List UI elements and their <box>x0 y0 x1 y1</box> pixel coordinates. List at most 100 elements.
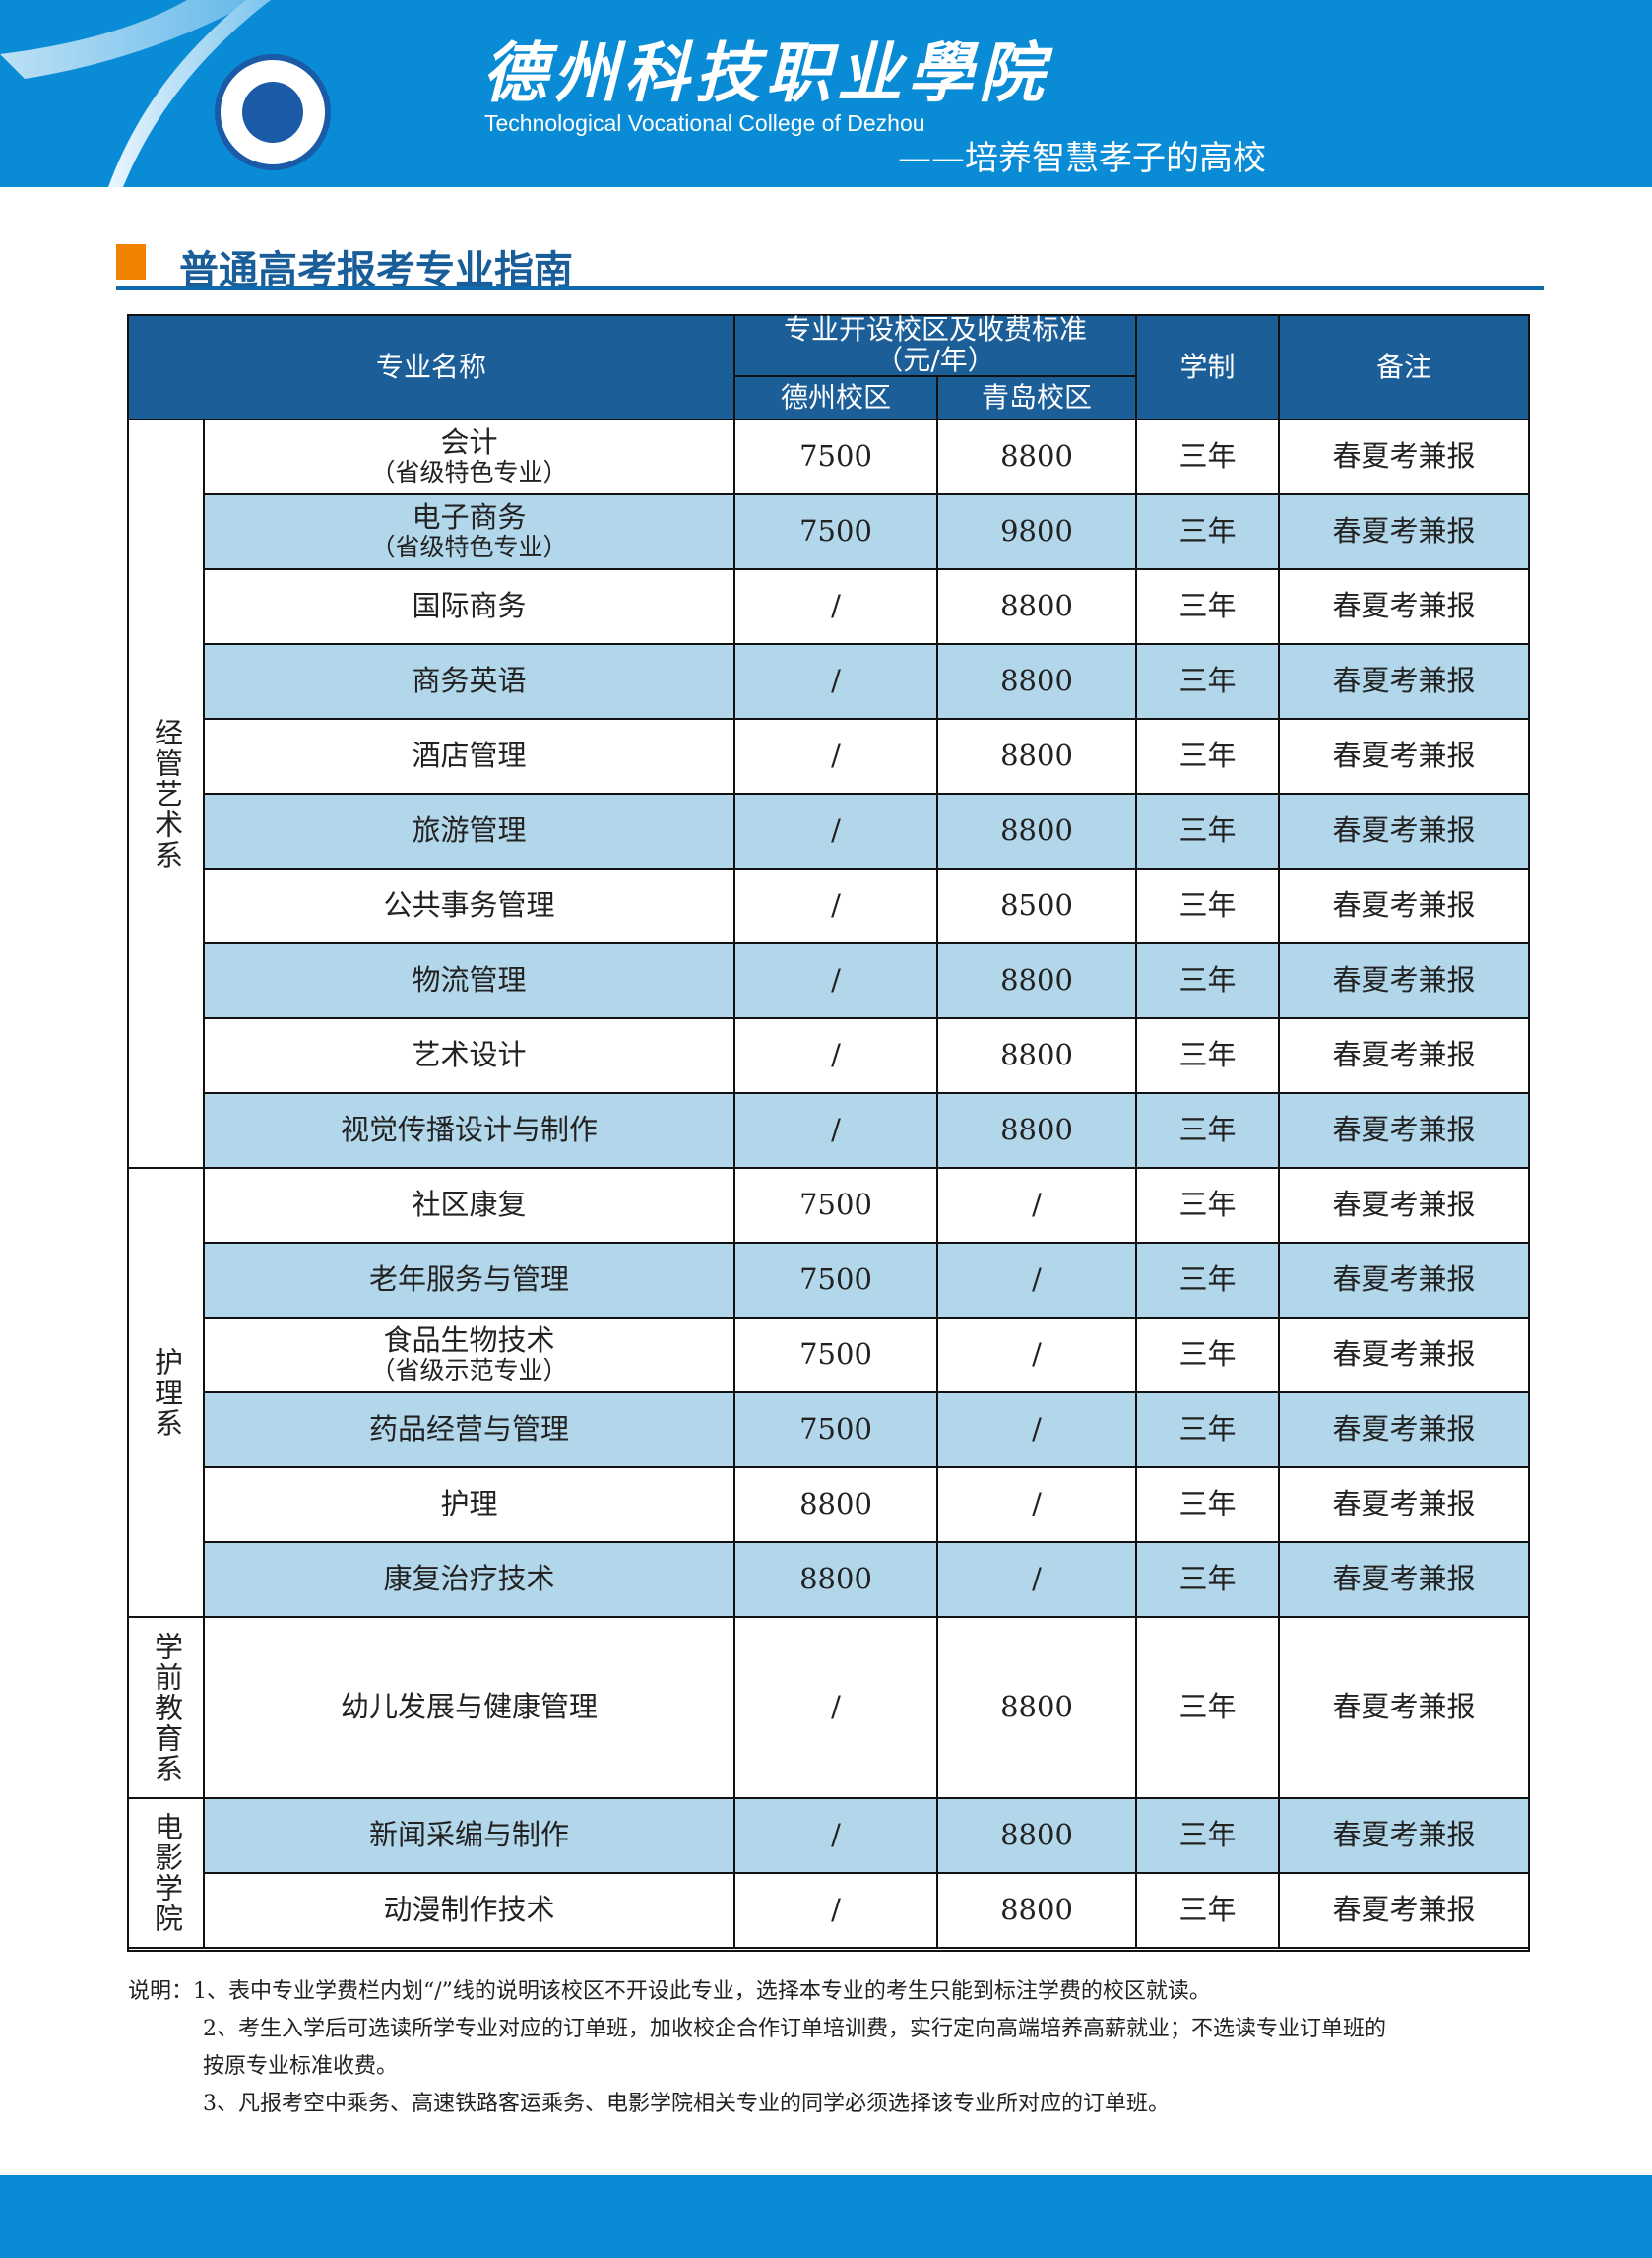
dezhou-fee: / <box>735 795 938 870</box>
page-header: 德州科技职业學院 Technological Vocational Colleg… <box>0 0 1652 187</box>
header-campus-fee: 专业开设校区及收费标准（元/年） <box>735 313 1137 377</box>
duration: 三年 <box>1137 720 1280 795</box>
remark: 春夏考兼报 <box>1280 1618 1528 1799</box>
major-note: （省级特色专业） <box>370 533 568 562</box>
remark: 春夏考兼报 <box>1280 495 1528 570</box>
header-duration: 学制 <box>1137 316 1280 420</box>
remark: 春夏考兼报 <box>1280 1244 1528 1319</box>
department-name: 经管艺术系 <box>129 420 205 1169</box>
dezhou-fee: / <box>735 570 938 645</box>
major-name: 会计 （省级特色专业） <box>205 420 735 495</box>
dezhou-fee: 7500 <box>735 1319 938 1393</box>
dezhou-fee: / <box>735 1799 938 1874</box>
major-label: 康复治疗技术 <box>383 1562 555 1596</box>
major-label: 社区康复 <box>412 1188 527 1222</box>
major-label: 食品生物技术 <box>383 1323 555 1358</box>
header-remarks: 备注 <box>1280 316 1528 420</box>
major-name: 视觉传播设计与制作 <box>205 1094 735 1169</box>
duration: 三年 <box>1137 1468 1280 1543</box>
duration: 三年 <box>1137 570 1280 645</box>
qingdao-fee: / <box>938 1169 1137 1244</box>
remark: 春夏考兼报 <box>1280 1319 1528 1393</box>
major-name: 社区康复 <box>205 1169 735 1244</box>
department-label: 经管艺术系 <box>150 717 184 871</box>
duration: 三年 <box>1137 645 1280 720</box>
department-label: 学前教育系 <box>150 1631 184 1784</box>
remark: 春夏考兼报 <box>1280 1874 1528 1949</box>
page-footer-band <box>0 2175 1652 2258</box>
major-label: 国际商务 <box>412 589 527 623</box>
remark: 春夏考兼报 <box>1280 1019 1528 1094</box>
major-name: 药品经营与管理 <box>205 1393 735 1468</box>
duration: 三年 <box>1137 1169 1280 1244</box>
department-name: 护理系 <box>129 1169 205 1618</box>
note-1: 说明：1、表中专业学费栏内划“/”线的说明该校区不开设此专业，选择本专业的考生只… <box>128 1979 1211 2004</box>
major-label: 物流管理 <box>412 963 527 998</box>
department-label: 电影学院 <box>150 1812 184 1934</box>
qingdao-fee: 8500 <box>938 870 1137 944</box>
dezhou-fee: / <box>735 1019 938 1094</box>
note-3: 3、凡报考空中乘务、高速铁路客运乘务、电影学院相关专业的同学必须选择该专业所对应… <box>203 2092 1171 2116</box>
remark: 春夏考兼报 <box>1280 720 1528 795</box>
duration: 三年 <box>1137 1799 1280 1874</box>
qingdao-fee: 8800 <box>938 1799 1137 1874</box>
remark: 春夏考兼报 <box>1280 1094 1528 1169</box>
major-name: 公共事务管理 <box>205 870 735 944</box>
dezhou-fee: / <box>735 1618 938 1799</box>
major-label: 公共事务管理 <box>383 888 555 923</box>
duration: 三年 <box>1137 1094 1280 1169</box>
duration: 三年 <box>1137 1319 1280 1393</box>
duration: 三年 <box>1137 1244 1280 1319</box>
major-label: 动漫制作技术 <box>383 1893 555 1927</box>
major-label: 老年服务与管理 <box>368 1262 569 1297</box>
major-name: 动漫制作技术 <box>205 1874 735 1949</box>
dezhou-fee: 7500 <box>735 420 938 495</box>
major-label: 幼儿发展与健康管理 <box>340 1690 598 1724</box>
major-name: 艺术设计 <box>205 1019 735 1094</box>
duration: 三年 <box>1137 1019 1280 1094</box>
remark: 春夏考兼报 <box>1280 570 1528 645</box>
header-dezhou: 德州校区 <box>735 377 938 420</box>
header-campus-fee-label: 专业开设校区及收费标准（元/年） <box>783 313 1087 376</box>
school-name-cn: 德州科技职业學院 <box>482 35 1049 111</box>
dezhou-fee: 8800 <box>735 1543 938 1618</box>
major-label: 旅游管理 <box>412 813 527 848</box>
duration: 三年 <box>1137 420 1280 495</box>
major-note: （省级特色专业） <box>370 458 568 487</box>
major-label: 艺术设计 <box>412 1038 527 1072</box>
major-name: 幼儿发展与健康管理 <box>205 1618 735 1799</box>
school-name-en: Technological Vocational College of Dezh… <box>484 110 925 136</box>
swoosh-decoration <box>0 0 271 187</box>
duration: 三年 <box>1137 944 1280 1019</box>
qingdao-fee: 8800 <box>938 1618 1137 1799</box>
qingdao-fee: / <box>938 1393 1137 1468</box>
major-name: 康复治疗技术 <box>205 1543 735 1618</box>
major-name: 旅游管理 <box>205 795 735 870</box>
dezhou-fee: / <box>735 944 938 1019</box>
remark: 春夏考兼报 <box>1280 1543 1528 1618</box>
major-label: 电子商务 <box>412 500 527 535</box>
duration: 三年 <box>1137 795 1280 870</box>
duration: 三年 <box>1137 1874 1280 1949</box>
major-name: 物流管理 <box>205 944 735 1019</box>
dezhou-fee: 7500 <box>735 1393 938 1468</box>
remark: 春夏考兼报 <box>1280 420 1528 495</box>
remark: 春夏考兼报 <box>1280 795 1528 870</box>
qingdao-fee: 8800 <box>938 1019 1137 1094</box>
department-name: 电影学院 <box>129 1799 205 1949</box>
duration: 三年 <box>1137 495 1280 570</box>
remark: 春夏考兼报 <box>1280 944 1528 1019</box>
notes: 说明：1、表中专业学费栏内划“/”线的说明该校区不开设此专业，选择本专业的考生只… <box>128 1973 1386 2123</box>
department-name: 学前教育系 <box>129 1618 205 1799</box>
major-label: 酒店管理 <box>412 739 527 773</box>
major-note: （省级示范专业） <box>370 1356 568 1386</box>
school-logo <box>215 54 331 170</box>
qingdao-fee: 8800 <box>938 720 1137 795</box>
major-label: 新闻采编与制作 <box>368 1818 569 1852</box>
dezhou-fee: / <box>735 720 938 795</box>
major-name: 食品生物技术 （省级示范专业） <box>205 1319 735 1393</box>
duration: 三年 <box>1137 1543 1280 1618</box>
dezhou-fee: 8800 <box>735 1468 938 1543</box>
remark: 春夏考兼报 <box>1280 1799 1528 1874</box>
slogan: ——培养智慧孝子的高校 <box>898 139 1266 178</box>
